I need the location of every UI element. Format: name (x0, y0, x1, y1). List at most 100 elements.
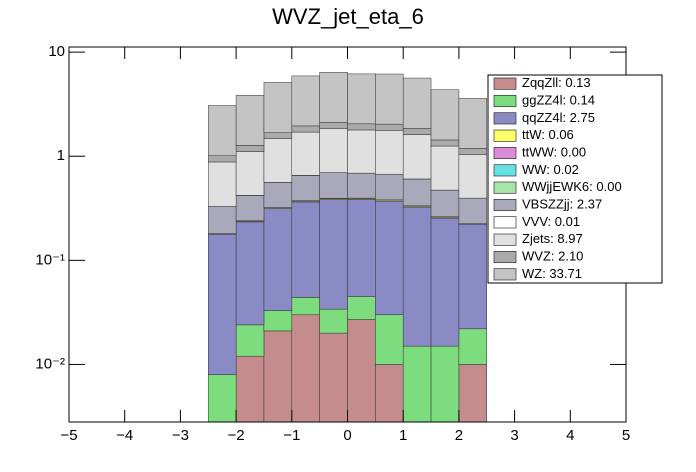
legend-swatch (493, 181, 517, 194)
legend-label: WZ: 33.71 (522, 266, 582, 281)
bar-segment (402, 345, 432, 423)
bar-segment (235, 355, 265, 423)
legend-label: WW: 0.02 (522, 162, 579, 177)
bar-segment (402, 134, 432, 180)
bar-segment (263, 208, 293, 311)
bar-segment (235, 324, 265, 357)
bar-segment (319, 122, 348, 130)
bar-segment (347, 123, 376, 131)
bar-segment (375, 314, 404, 365)
y-tick-label: 10⁻² (35, 355, 65, 372)
bar-segment (235, 145, 265, 152)
legend-label: ttW: 0.06 (522, 127, 574, 142)
bar-segment (347, 199, 376, 297)
legend-swatch (493, 198, 517, 212)
bar-segment (208, 155, 237, 163)
bar-segment (208, 374, 237, 423)
bar-segment (402, 206, 432, 347)
bar-segment (291, 125, 320, 133)
bar-segment (347, 296, 376, 320)
bar-segment (208, 205, 237, 234)
x-tick-label: 4 (566, 427, 574, 444)
bar-segment (458, 197, 487, 224)
legend-label: qqZZ4l: 2.75 (522, 110, 595, 125)
x-tick-label: 2 (455, 427, 463, 444)
x-tick-label: 5 (622, 427, 630, 444)
bar-segment (430, 217, 460, 347)
y-tick-label: 1 (57, 147, 65, 164)
bar-segment (263, 182, 293, 208)
legend-swatch (493, 250, 517, 264)
bar-segment (375, 73, 404, 125)
bar-segment (347, 73, 376, 125)
legend-label: ggZZ4l: 0.14 (522, 92, 595, 107)
bar-segment (458, 328, 487, 365)
legend-swatch (493, 233, 517, 246)
legend-swatch (493, 77, 517, 90)
bar-segment (375, 200, 404, 316)
bar-segment (430, 145, 460, 191)
bar-segment (402, 178, 432, 207)
bar-segment (263, 132, 293, 140)
bar-segment (375, 174, 404, 201)
bar-segment (319, 72, 348, 123)
legend-label: Zjets: 8.97 (522, 231, 583, 246)
bar-segment (319, 199, 348, 310)
bar-segment (208, 105, 237, 156)
bar-segment (235, 151, 265, 196)
bar-segment (319, 308, 348, 334)
x-tick-label: −2 (228, 427, 245, 444)
bar-segment (347, 319, 376, 423)
bar-segment (375, 364, 404, 423)
bar-segment (402, 128, 432, 135)
legend-swatch (493, 94, 517, 108)
bar-segment (208, 234, 237, 375)
legend-swatch (493, 268, 517, 281)
bar-segment (235, 195, 265, 222)
bar-segment (458, 364, 487, 423)
legend-swatch (493, 146, 517, 160)
legend-swatch (493, 164, 517, 177)
bar-segment (263, 330, 293, 423)
bar-segment (430, 345, 460, 423)
bar-segment (291, 201, 320, 298)
bar-segment (263, 82, 293, 133)
bar-segment (291, 75, 320, 127)
legend-label: ttWW: 0.00 (522, 144, 586, 159)
legend-label: WWjjEWK6: 0.00 (522, 179, 622, 194)
bar-segment (235, 221, 265, 326)
x-tick-label: 3 (510, 427, 518, 444)
x-tick-label: −3 (172, 427, 189, 444)
x-tick-label: −4 (116, 427, 133, 444)
legend-label: VVV: 0.01 (522, 214, 580, 229)
legend-swatch (493, 129, 517, 142)
legend-box (487, 74, 663, 284)
bar-segment (291, 175, 320, 201)
x-tick-label: −5 (60, 427, 77, 444)
legend-label: VBSZZjj: 2.37 (522, 196, 602, 211)
bar-segment (347, 129, 376, 174)
bar-segment (347, 173, 376, 199)
bar-segment (291, 131, 320, 176)
bar-segment (208, 161, 237, 207)
bar-segment (291, 297, 320, 316)
bar-segment (263, 310, 293, 332)
y-tick-label: 10⁻¹ (35, 251, 65, 268)
bar-segment (430, 89, 460, 141)
bar-segment (291, 314, 320, 423)
bar-segment (319, 128, 348, 173)
bar-segment (402, 77, 432, 129)
bar-segment (235, 95, 265, 146)
legend-label: WVZ: 2.10 (522, 248, 583, 263)
bar-segment (375, 123, 404, 131)
bar-segment (458, 224, 487, 330)
bar-segment (319, 332, 348, 423)
bar-segment (458, 98, 487, 149)
bar-segment (430, 189, 460, 218)
x-tick-label: −1 (283, 427, 300, 444)
bar-segment (458, 154, 487, 199)
x-tick-label: 0 (343, 427, 351, 444)
bar-segment (263, 138, 293, 183)
bar-segment (458, 148, 487, 155)
